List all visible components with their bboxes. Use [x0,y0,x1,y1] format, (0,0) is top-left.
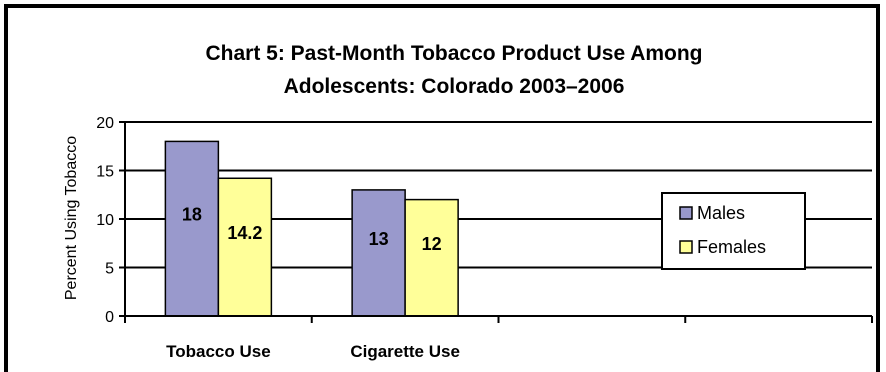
y-tick-label: 20 [96,115,114,132]
bar [217,177,273,317]
axes: 0 5 10 15 20 Tobacco Use Cigarette Use [96,115,873,361]
legend-swatch [679,206,693,220]
legend-box [661,192,806,270]
y-tick-label: 0 [105,309,114,326]
y-axis-label: Percent Using Tobacco [63,136,80,300]
bar [164,140,220,317]
legend: Males Females [661,192,806,270]
legend-label: Males [697,203,745,223]
data-label: 12 [422,234,442,254]
bars: 18 13 14.2 12 [164,140,459,317]
x-category-label: Cigarette Use [350,342,460,361]
legend-label: Females [697,237,766,257]
chart-title: Chart 5: Past-Month Tobacco Product Use … [205,42,702,65]
data-label: 13 [369,229,389,249]
legend-swatch [679,240,693,254]
bar [351,189,406,317]
bar [404,198,459,317]
data-label: 14.2 [227,223,262,243]
y-tick-label: 10 [96,212,114,229]
data-label: 18 [182,205,202,225]
x-category-label: Tobacco Use [166,342,271,361]
y-tick-label: 5 [105,261,114,278]
chart-subtitle: Adolescents: Colorado 2003–2006 [284,75,625,98]
y-tick-label: 15 [96,164,114,181]
